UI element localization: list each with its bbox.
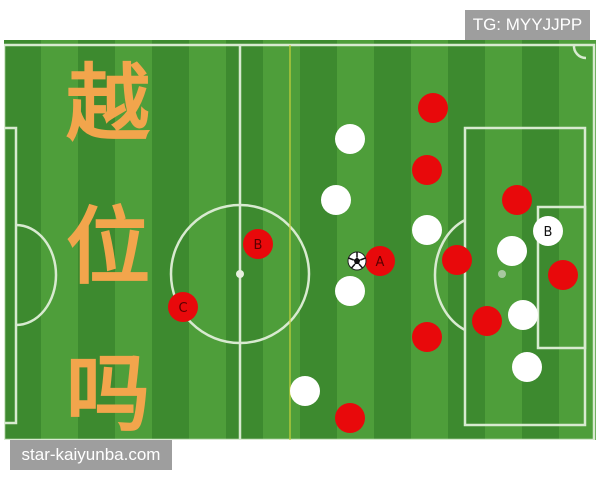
white-player	[290, 376, 320, 406]
center-spot	[236, 270, 244, 278]
white-player	[321, 185, 351, 215]
grass-stripes	[4, 40, 596, 440]
red-player	[412, 322, 442, 352]
red-player	[335, 403, 365, 433]
white-player	[512, 352, 542, 382]
grass-stripe	[189, 40, 226, 440]
red-player: A	[365, 246, 395, 276]
grass-stripe	[152, 40, 189, 440]
red-player	[548, 260, 578, 290]
white-player	[412, 215, 442, 245]
right-goal-area	[536, 205, 587, 350]
penalty-spot	[498, 270, 506, 278]
title-char: 越	[65, 55, 150, 153]
grass-stripe	[41, 40, 78, 440]
red-player	[418, 93, 448, 123]
grass-stripe	[78, 40, 115, 440]
red-player: C	[168, 292, 198, 322]
player-label: C	[178, 301, 187, 316]
white-player	[335, 124, 365, 154]
grass-stripe	[300, 40, 337, 440]
player-label: B	[254, 238, 263, 253]
center-circle	[169, 203, 311, 345]
left-penalty-arc	[15, 223, 58, 327]
red-player	[412, 155, 442, 185]
red-player	[442, 245, 472, 275]
grass-stripe	[115, 40, 152, 440]
red-player: B	[243, 229, 273, 259]
title-char: 吗	[65, 345, 150, 443]
grass-stripe	[4, 40, 41, 440]
player-label: A	[376, 255, 385, 270]
white-player	[497, 236, 527, 266]
red-player	[472, 306, 502, 336]
player-label: B	[544, 225, 553, 240]
white-player: B	[533, 216, 563, 246]
title-char: 位	[65, 198, 150, 296]
grass-stripe	[374, 40, 411, 440]
pitch-lines	[4, 43, 596, 440]
watermark-top: TG: MYYJJPP	[465, 10, 590, 40]
football-pitch: B C A B	[4, 40, 596, 440]
left-penalty-box	[4, 126, 18, 425]
right-penalty-arc	[433, 218, 466, 332]
grass-stripe	[448, 40, 485, 440]
white-player	[508, 300, 538, 330]
watermark-bottom: star-kaiyunba.com	[10, 440, 172, 470]
grass-stripe	[337, 40, 374, 440]
players: B C A B	[168, 93, 578, 433]
white-player	[335, 276, 365, 306]
red-player	[502, 185, 532, 215]
grass-stripe	[559, 40, 596, 440]
corner-arc	[572, 44, 587, 60]
soccer-ball-icon	[347, 251, 367, 271]
touchline	[4, 43, 596, 440]
